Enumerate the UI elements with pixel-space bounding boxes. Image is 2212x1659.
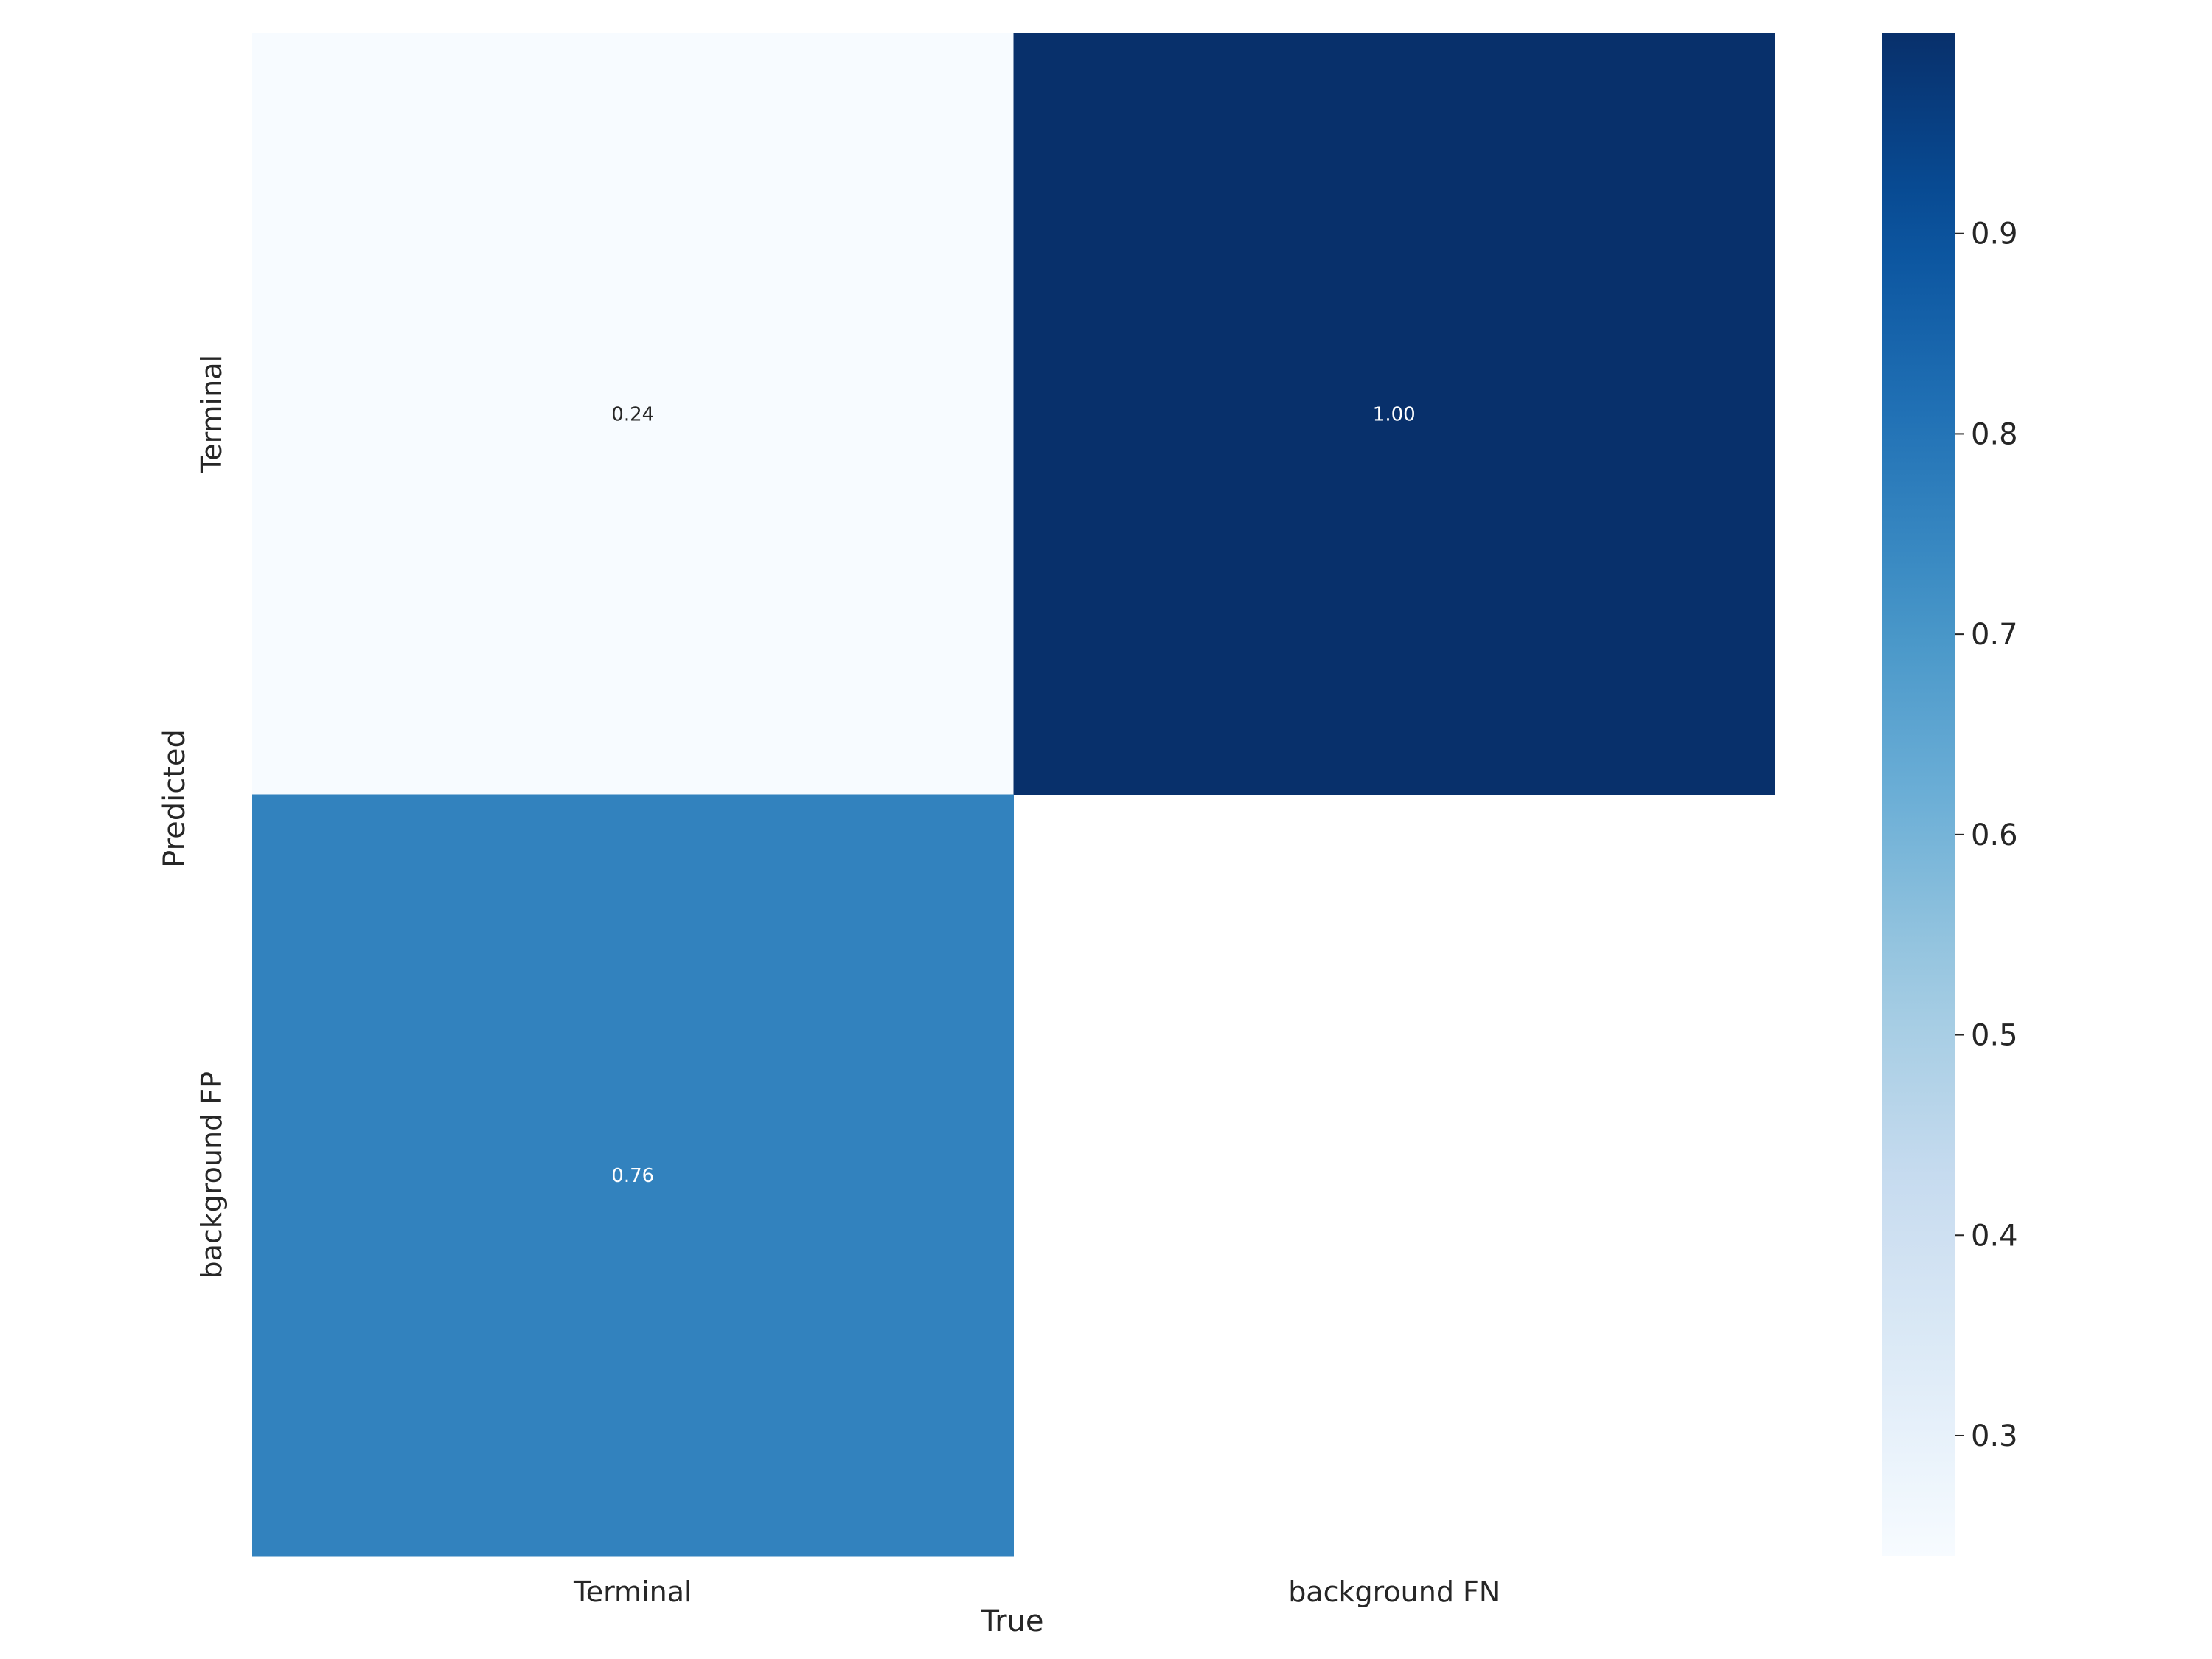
- colorbar-tick-label: 0.4: [1971, 1219, 2018, 1253]
- heatmap-cell-r0-c1: [1013, 33, 1775, 795]
- y-axis-ticks: Terminal background FP: [195, 355, 228, 1279]
- colorbar: 0.3 0.4 0.5 0.6 0.7 0.8 0.9: [1882, 33, 2018, 1556]
- y-tick-label: background FP: [195, 1071, 228, 1279]
- x-tick-label: background FN: [1288, 1576, 1500, 1608]
- colorbar-tick-label: 0.9: [1971, 218, 2018, 251]
- y-tick-label: Terminal: [195, 355, 228, 474]
- colorbar-tick-label: 0.7: [1971, 618, 2018, 652]
- y-axis-label: Predicted: [158, 729, 192, 868]
- colorbar-tick-label: 0.6: [1971, 818, 2018, 852]
- colorbar-tick-label: 0.3: [1971, 1419, 2018, 1453]
- colorbar-ticks: 0.3 0.4 0.5 0.6 0.7 0.8 0.9: [1955, 218, 2018, 1453]
- heatmap-cell-r0-c0: [252, 33, 1014, 795]
- x-axis-label: True: [981, 1604, 1044, 1638]
- colorbar-tick-label: 0.5: [1971, 1019, 2018, 1053]
- x-tick-label: Terminal: [573, 1576, 692, 1608]
- x-axis-ticks: Terminal background FN: [573, 1576, 1500, 1608]
- cell-value-label: 1.00: [1373, 403, 1416, 425]
- cell-value-label: 0.24: [611, 403, 654, 425]
- colorbar-gradient: [1882, 33, 1955, 1556]
- heatmap-cells: [252, 33, 1775, 1557]
- colorbar-tick-label: 0.8: [1971, 417, 2018, 451]
- heatmap-cell-labels: 0.24 1.00 0.76: [611, 403, 1415, 1187]
- cell-value-label: 0.76: [611, 1165, 654, 1187]
- heatmap-cell-r1-c0: [252, 794, 1014, 1557]
